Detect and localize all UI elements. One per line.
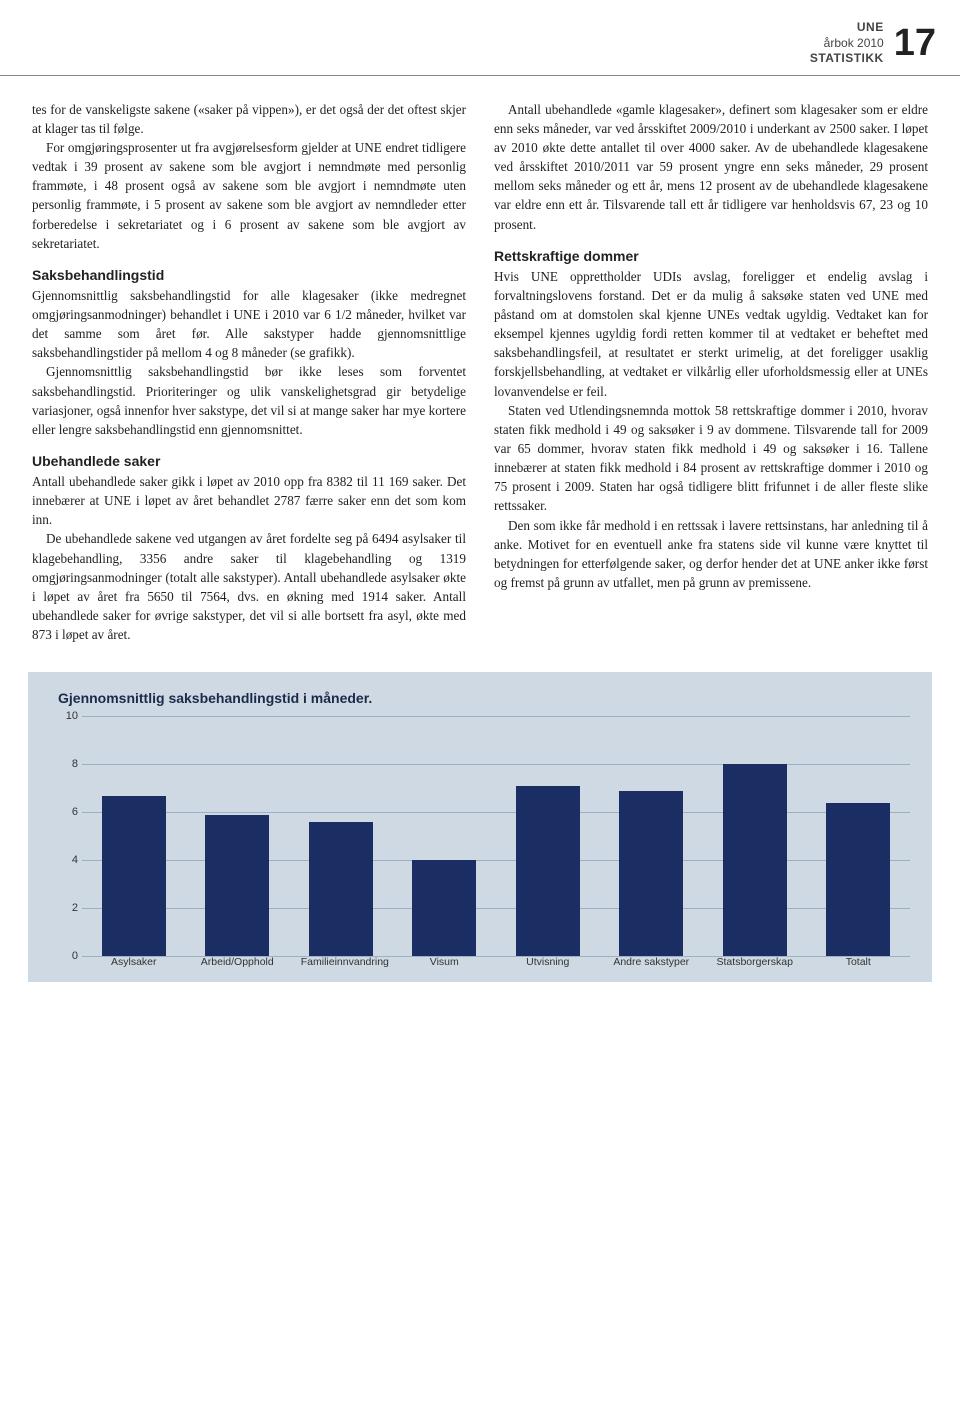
paragraph: Antall ubehandlede saker gikk i løpet av… <box>32 472 466 529</box>
bar <box>619 791 683 957</box>
paragraph: For omgjøringsprosenter ut fra avgjørels… <box>32 138 466 253</box>
left-column: tes for de vanskeligste sakene («saker p… <box>32 100 466 645</box>
paragraph: Den som ikke får medhold i en rettssak i… <box>494 516 928 593</box>
heading-ubehandlede: Ubehandlede saker <box>32 453 466 469</box>
plot-area <box>82 716 910 956</box>
bar <box>205 815 269 957</box>
chart-title: Gjennomsnittlig saksbehandlingstid i mån… <box>58 690 910 706</box>
paragraph: Hvis UNE opprettholder UDIs avslag, fore… <box>494 267 928 401</box>
yearbook-year: årbok 2010 <box>810 36 884 52</box>
y-axis: 0246810 <box>58 716 82 956</box>
y-tick: 6 <box>72 806 78 818</box>
bar <box>309 822 373 956</box>
bar <box>826 803 890 957</box>
right-column: Antall ubehandlede «gamle klagesaker», d… <box>494 100 928 645</box>
section-name: STATISTIKK <box>810 51 884 67</box>
paragraph: Gjennomsnittlig saksbehandlingstid bør i… <box>32 362 466 439</box>
paragraph: Antall ubehandlede «gamle klagesaker», d… <box>494 100 928 234</box>
x-label: Asylsaker <box>94 956 174 976</box>
x-label: Statsborgerskap <box>715 956 795 976</box>
paragraph: Gjennomsnittlig saksbehandlingstid for a… <box>32 286 466 363</box>
x-label: Familieinnvandring <box>301 956 381 976</box>
header-meta: UNE årbok 2010 STATISTIKK <box>810 20 884 67</box>
brand: UNE <box>810 20 884 36</box>
bars <box>82 716 910 956</box>
paragraph: De ubehandlede sakene ved utgangen av år… <box>32 529 466 644</box>
text-columns: tes for de vanskeligste sakene («saker p… <box>0 100 960 645</box>
x-label: Utvisning <box>508 956 588 976</box>
heading-saksbehandlingstid: Saksbehandlingstid <box>32 267 466 283</box>
paragraph: tes for de vanskeligste sakene («saker p… <box>32 100 466 138</box>
page: UNE årbok 2010 STATISTIKK 17 tes for de … <box>0 0 960 982</box>
y-tick: 8 <box>72 758 78 770</box>
y-tick: 0 <box>72 950 78 962</box>
x-axis-labels: Asylsaker Arbeid/Opphold Familieinnvandrin… <box>82 956 910 976</box>
page-number: 17 <box>894 22 936 65</box>
x-label: Visum <box>404 956 484 976</box>
heading-rettskraftige: Rettskraftige dommer <box>494 248 928 264</box>
y-tick: 2 <box>72 902 78 914</box>
x-label: Andre sakstyper <box>611 956 691 976</box>
bar <box>412 860 476 956</box>
bar <box>723 764 787 956</box>
bar-chart: 0246810 AsylsakerArbeid/OppholdFamiliein… <box>58 716 910 976</box>
y-tick: 4 <box>72 854 78 866</box>
y-tick: 10 <box>66 710 78 722</box>
x-label: Totalt <box>818 956 898 976</box>
page-header: UNE årbok 2010 STATISTIKK 17 <box>0 0 960 76</box>
x-label: Arbeid/Opphold <box>197 956 277 976</box>
bar <box>516 786 580 956</box>
chart-container: Gjennomsnittlig saksbehandlingstid i mån… <box>28 672 932 982</box>
paragraph: Staten ved Utlendingsnemnda mottok 58 re… <box>494 401 928 516</box>
bar <box>102 796 166 957</box>
